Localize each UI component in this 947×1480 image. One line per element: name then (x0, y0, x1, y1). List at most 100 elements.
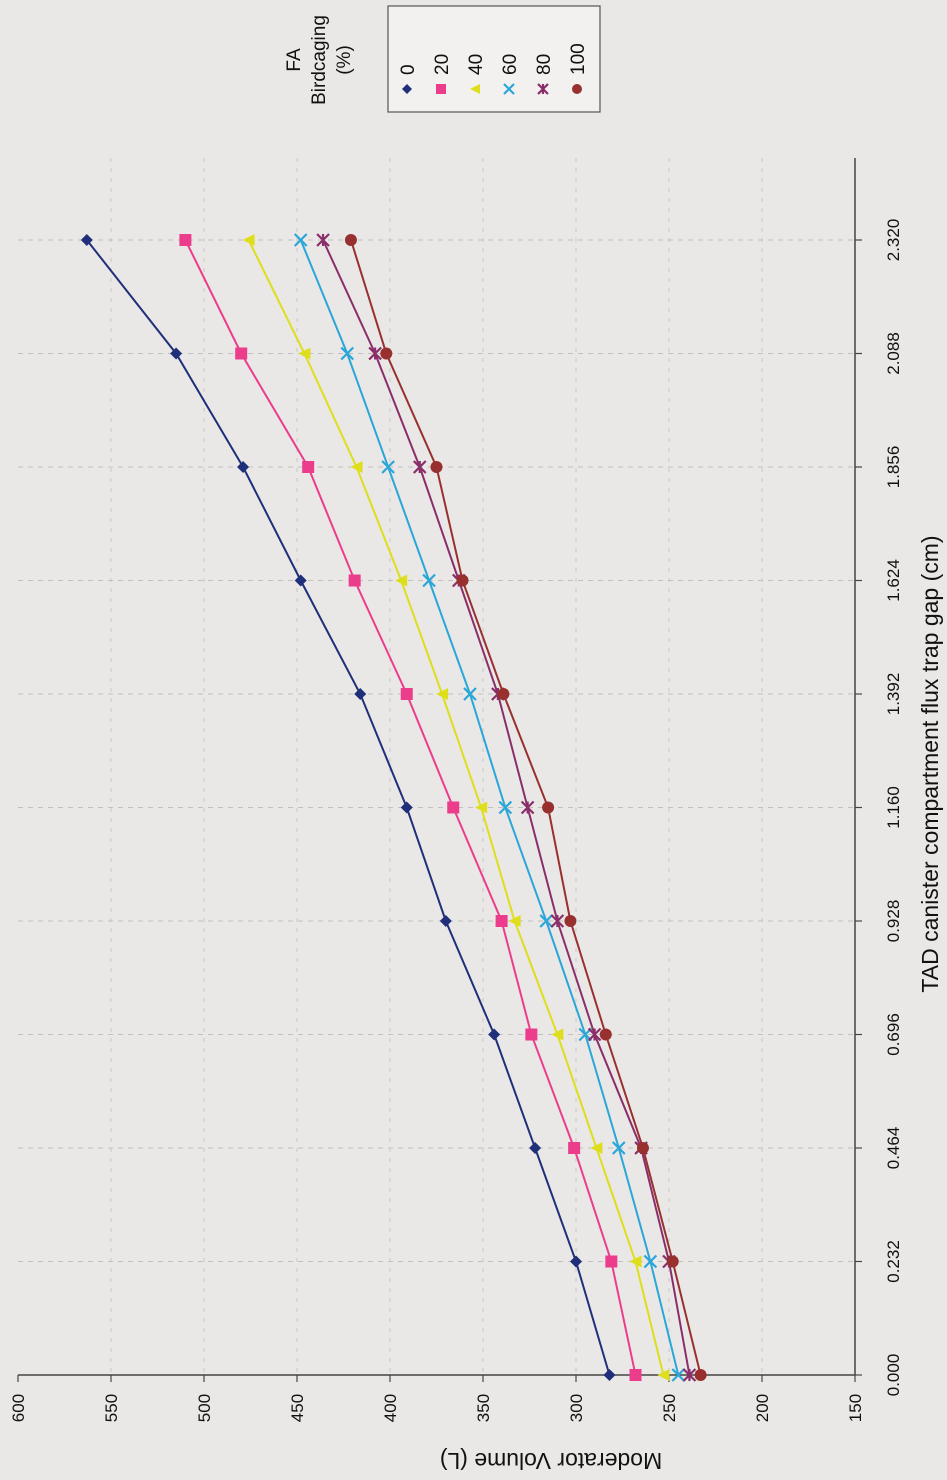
data-point (348, 574, 361, 587)
data-point (682, 1368, 697, 1382)
y-tick-label: 200 (753, 1394, 772, 1422)
data-point (636, 1142, 649, 1154)
data-point (525, 1028, 538, 1041)
data-point (402, 84, 412, 94)
series-0 (80, 234, 616, 1381)
y-tick-label: 500 (195, 1394, 214, 1422)
data-point (694, 1369, 707, 1381)
data-point (368, 346, 382, 361)
x-tick-label: 1.856 (884, 446, 903, 489)
data-point (470, 84, 480, 94)
legend-item-0: 0 (398, 64, 419, 94)
x-tick-label: 0.000 (884, 1354, 903, 1397)
x-tick-label: 1.624 (884, 559, 903, 602)
y-tick-label: 600 (9, 1394, 28, 1422)
data-point (316, 233, 330, 247)
data-point (294, 574, 307, 587)
data-point (179, 234, 192, 246)
data-point (439, 915, 452, 927)
series-40 (242, 234, 670, 1381)
x-axis-title: TAD canister compartment flux trap gap (… (917, 535, 943, 992)
data-point (551, 1028, 564, 1041)
data-point (235, 347, 248, 360)
x-tick-label: 1.160 (884, 786, 903, 829)
data-point (430, 461, 443, 473)
legend-items: 0 20 40 60 80 100 (398, 43, 589, 95)
legend-label: 0 (398, 64, 419, 75)
y-tick-label: 550 (102, 1394, 121, 1422)
data-point (497, 688, 510, 700)
legend-title-line: Birdcaging (309, 15, 330, 105)
data-point (344, 234, 357, 246)
data-point (395, 574, 408, 587)
data-point (475, 801, 488, 814)
legend-label: 60 (500, 54, 521, 75)
data-point (671, 1368, 686, 1382)
x-tick-label: 1.392 (884, 673, 903, 716)
data-point (381, 460, 395, 474)
data-point (298, 347, 311, 360)
data-point (436, 84, 446, 94)
legend: 0 20 40 60 80 100 (387, 5, 601, 113)
legend-item-40: 40 (466, 54, 487, 94)
ticks-layer: 150 200 250 300 350 400 450 500 550 600 0.000 0.232… (9, 219, 903, 1422)
data-point (666, 1255, 679, 1268)
data-point (447, 801, 460, 814)
x-tick-label: 2.088 (884, 332, 903, 375)
data-point (503, 83, 515, 95)
data-point (643, 1254, 658, 1269)
data-point (495, 915, 508, 927)
data-point (629, 1369, 642, 1381)
x-tick-label: 0.232 (884, 1240, 903, 1283)
y-tick-label: 350 (474, 1394, 493, 1422)
series-20 (179, 234, 642, 1381)
data-point (170, 347, 183, 360)
data-point (508, 915, 521, 927)
data-point (498, 800, 513, 815)
data-point (629, 1255, 642, 1268)
data-point (603, 1369, 616, 1381)
y-tick-label: 300 (567, 1394, 586, 1422)
data-point (590, 1142, 603, 1154)
x-tick-label: 0.464 (884, 1127, 903, 1170)
data-point (599, 1028, 612, 1041)
series-layer (80, 233, 707, 1382)
data-point (422, 573, 436, 588)
data-point (529, 1142, 542, 1154)
legend-item-20: 20 (432, 54, 453, 94)
y-tick-label: 400 (381, 1394, 400, 1422)
data-point (80, 234, 93, 246)
data-point (570, 1255, 582, 1268)
data-point (488, 1028, 501, 1041)
data-point (572, 84, 582, 94)
legend-title-line: FA (284, 48, 305, 72)
data-point (380, 347, 393, 360)
legend-label: 80 (534, 54, 555, 75)
legend-title: FA Birdcaging (%) (284, 15, 355, 105)
x-tick-label: 2.320 (884, 219, 903, 262)
legend-item-80: 80 (534, 54, 555, 95)
data-point (354, 688, 367, 700)
legend-item-60: 60 (500, 54, 521, 95)
x-tick-label: 0.928 (884, 900, 903, 943)
legend-item-100: 100 (568, 43, 589, 94)
axes-layer (18, 158, 856, 1376)
data-point (400, 801, 413, 814)
y-axis-title: Moderator Volume (L) (440, 1448, 662, 1474)
legend-label: 20 (432, 54, 453, 75)
data-point (302, 461, 315, 473)
legend-label: 100 (568, 43, 589, 75)
data-point (520, 800, 535, 815)
x-tick-label: 0.696 (884, 1013, 903, 1056)
data-point (242, 234, 255, 246)
data-point (340, 346, 354, 361)
data-point (237, 461, 250, 473)
data-point (605, 1255, 618, 1268)
series-100 (344, 234, 707, 1381)
data-point (587, 1027, 602, 1042)
data-point (412, 460, 427, 474)
data-point (550, 914, 565, 928)
data-point (293, 233, 308, 247)
